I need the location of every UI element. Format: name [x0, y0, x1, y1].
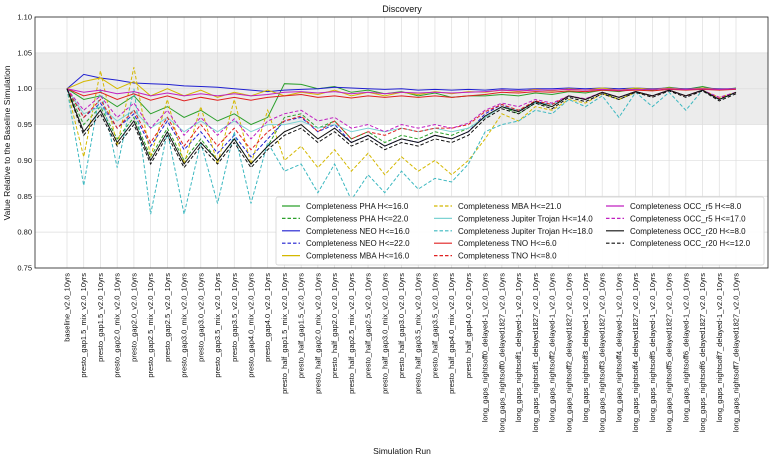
x-tick-label: long_gaps_nightsoff4_delayed-1_v2.0_10yr… — [614, 273, 623, 422]
x-tick-label: long_gaps_nightsoff5_delayed-1_v2.0_10yr… — [648, 273, 657, 422]
legend-label: Completeness Jupiter Trojan H<=18.0 — [458, 227, 593, 236]
x-axis-label: Simulation Run — [373, 446, 431, 456]
legend-label: Completeness OCC_r5 H<=8.0 — [630, 202, 742, 211]
series-line — [66, 73, 736, 93]
legend-label: Completeness Jupiter Trojan H<=14.0 — [458, 214, 593, 223]
legend-label: Completeness TNO H<=8.0 — [458, 252, 557, 261]
x-tick-label: presto_half_gap2.5_mix_v2.0_10yrs — [347, 273, 356, 394]
legend-label: Completeness MBA H<=21.0 — [458, 202, 562, 211]
x-tick-label: presto_gap2.5_v2.0_10yrs — [163, 273, 172, 362]
x-tick-label: presto_gap4.0_v2.0_10yrs — [263, 273, 272, 362]
series-line — [66, 88, 737, 165]
x-tick-label: presto_half_gap1.5_v2.0_10yrs — [297, 273, 306, 378]
x-tick-label: presto_half_gap4.0_mix_v2.0_10yrs — [447, 273, 456, 394]
x-tick-label: long_gaps_nightsoff7_delayed1827_v2.0_10… — [732, 273, 741, 432]
legend-label: Completeness OCC_r20 H<=12.0 — [630, 239, 751, 248]
x-tick-label: presto_gap2.0_v2.0_10yrs — [129, 273, 138, 362]
x-tick-label: long_gaps_nightsoff7_delayed-1_v2.0_10yr… — [715, 273, 724, 422]
chart-title: Discovery — [382, 4, 422, 14]
y-axis-label: Value Relative to the Baseline Simulatio… — [2, 65, 12, 220]
x-tick-label: presto_gap3.5_v2.0_10yrs — [230, 273, 239, 362]
x-tick-label: presto_half_gap2.5_v2.0_10yrs — [364, 273, 373, 378]
y-tick-label: 0.95 — [17, 120, 32, 129]
x-tick-label: presto_half_gap1.5_mix_v2.0_10yrs — [280, 273, 289, 394]
y-tick-label: 0.80 — [17, 228, 32, 237]
series-line — [66, 88, 737, 169]
x-tick-label: baseline_v2.0_10yrs — [63, 273, 72, 342]
x-tick-label: long_gaps_nightsoff1_delayed1827_v2.0_10… — [531, 273, 540, 432]
plot-frame — [34, 16, 769, 269]
x-tick-label: presto_half_gap4.0_v2.0_10yrs — [464, 273, 473, 378]
x-tick-label: presto_gap2.0_mix_v2.0_10yrs — [113, 273, 122, 378]
x-tick-label: presto_gap3.0_v2.0_10yrs — [196, 273, 205, 362]
legend-label: Completeness NEO H<=16.0 — [306, 227, 410, 236]
legend-label: Completeness NEO H<=22.0 — [306, 239, 410, 248]
x-tick-label: long_gaps_nightsoff6_delayed1827_v2.0_10… — [698, 273, 707, 432]
series-line — [66, 88, 737, 215]
x-tick-label: presto_half_gap3.0_v2.0_10yrs — [397, 273, 406, 378]
x-tick-label: long_gaps_nightsoff3_delayed-1_v2.0_10yr… — [581, 273, 590, 422]
legend-label: Completeness PHA H<=22.0 — [306, 214, 409, 223]
x-tick-label: presto_gap3.5_mix_v2.0_10yrs — [213, 273, 222, 378]
x-tick-label: long_gaps_nightsoff0_delayed1827_v2.0_10… — [497, 273, 506, 432]
series-line — [66, 88, 737, 102]
y-tick-label: 0.75 — [17, 264, 32, 273]
x-tick-label: long_gaps_nightsoff2_delayed-1_v2.0_10yr… — [548, 273, 557, 422]
x-tick-label: presto_gap3.0_mix_v2.0_10yrs — [180, 273, 189, 378]
y-tick-label: 0.90 — [17, 156, 32, 165]
x-tick-label: presto_half_gap3.0_mix_v2.0_10yrs — [380, 273, 389, 394]
x-tick-label: long_gaps_nightsoff6_delayed-1_v2.0_10yr… — [681, 273, 690, 422]
legend-label: Completeness OCC_r20 H<=8.0 — [630, 227, 746, 236]
x-tick-label: presto_gap2.5_mix_v2.0_10yrs — [146, 273, 155, 378]
legend-box — [275, 196, 765, 266]
x-tick-label: presto_gap1.5_v2.0_10yrs — [96, 273, 105, 362]
x-tick-label: long_gaps_nightsoff0_delayed-1_v2.0_10yr… — [481, 273, 490, 422]
y-tick-label: 1.05 — [17, 48, 32, 57]
legend-label: Completeness MBA H<=16.0 — [306, 252, 410, 261]
x-tick-label: presto_half_gap3.5_mix_v2.0_10yrs — [414, 273, 423, 394]
x-tick-label: long_gaps_nightsoff1_delayed-1_v2.0_10yr… — [514, 273, 523, 422]
x-tick-label: long_gaps_nightsoff3_delayed1827_v2.0_10… — [598, 273, 607, 432]
x-tick-label: presto_half_gap2.0_v2.0_10yrs — [330, 273, 339, 378]
series-line — [66, 88, 737, 97]
x-tick-label: long_gaps_nightsoff4_delayed1827_v2.0_10… — [631, 273, 640, 432]
x-tick-label: presto_half_gap2.0_mix_v2.0_10yrs — [313, 273, 322, 394]
plot-area: 0.75 0.80 0.85 0.90 0.95 1.00 1.05 1.10 baseline… — [17, 13, 769, 432]
x-tick-label: presto_gap1.5_mix_v2.0_10yrs — [79, 273, 88, 378]
legend-label: Completeness OCC_r5 H<=17.0 — [630, 214, 746, 223]
y-tick-label: 0.85 — [17, 192, 32, 201]
legend: Completeness PHA H<=16.0 Completeness PHA… — [275, 196, 765, 266]
legend-label: Completeness PHA H<=16.0 — [306, 202, 409, 211]
x-tick-label: long_gaps_nightsoff2_delayed1827_v2.0_10… — [564, 273, 573, 432]
y-tick-label: 1.00 — [17, 84, 32, 93]
legend-label: Completeness TNO H<=6.0 — [458, 239, 557, 248]
x-tick-label: presto_gap4.0_mix_v2.0_10yrs — [246, 273, 255, 378]
y-tick-label: 1.10 — [17, 13, 32, 22]
x-tick-label: long_gaps_nightsoff5_delayed1827_v2.0_10… — [665, 273, 674, 432]
x-tick-label: presto_half_gap3.5_v2.0_10yrs — [430, 273, 439, 378]
